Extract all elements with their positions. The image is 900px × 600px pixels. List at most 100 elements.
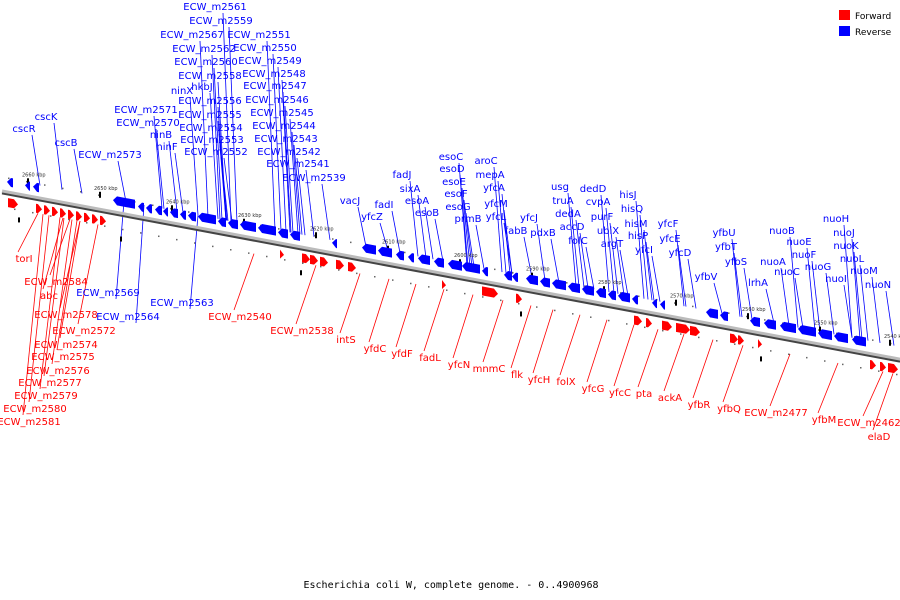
reverse-leader-line: [731, 238, 741, 317]
reverse-leader-line: [615, 236, 625, 295]
reverse-gene-glyph: [720, 311, 728, 322]
forward-gene-label-fadl: fadL: [419, 353, 441, 364]
guide-dot: [68, 218, 70, 221]
forward-gene-label-ecw-m2462: ECW_m2462: [837, 418, 900, 429]
reverse-leader-line: [379, 222, 389, 251]
reverse-gene-label-fadj: fadJ: [393, 170, 412, 181]
reverse-leader-line: [567, 192, 577, 286]
forward-gene-label-mnmc: mnmC: [473, 364, 506, 375]
reverse-leader-line: [189, 96, 199, 216]
reverse-gene-label-yfcm: yfcM: [484, 199, 508, 210]
guide-dot: [62, 187, 64, 190]
reverse-gene-label-csck: cscK: [35, 112, 58, 123]
guide-dot: [158, 235, 160, 238]
reverse-leader-line: [115, 201, 125, 300]
forward-gene-glyph: [310, 254, 318, 265]
reverse-leader-line: [223, 157, 233, 222]
reverse-gene-label-ecw-m2555: ECW_m2555: [178, 110, 241, 121]
legend-reverse-swatch: [839, 26, 850, 36]
reverse-gene-glyph: [608, 290, 616, 301]
reverse-gene-label-hisj: hisJ: [619, 190, 636, 201]
forward-leader-line: [56, 220, 78, 351]
forward-gene-label-flk: flk: [511, 370, 523, 381]
reverse-leader-line: [277, 66, 287, 232]
reverse-leader-line: [497, 180, 507, 273]
guide-dot: [212, 245, 214, 248]
feature-marker: [120, 236, 122, 242]
reverse-gene-label-ninx: ninX: [171, 86, 193, 97]
reverse-leader-line: [117, 160, 127, 202]
reverse-leader-line: [135, 205, 145, 324]
guide-dot: [98, 194, 100, 196]
reverse-leader-line: [213, 67, 223, 220]
forward-gene-glyph: [302, 253, 310, 264]
guide-dot: [170, 207, 172, 210]
guide-dot: [518, 302, 520, 305]
forward-gene-label-pta: pta: [636, 389, 652, 400]
reverse-gene-label-yfci: yfcI: [635, 245, 653, 256]
label-leader-lines: [17, 12, 895, 431]
reverse-gene-label-esog: esoG: [445, 202, 470, 213]
reverse-gene-label-esod: esoD: [439, 164, 464, 175]
guide-dot: [638, 295, 640, 298]
forward-gene-glyph: [646, 317, 652, 328]
guide-dot: [620, 292, 622, 294]
reverse-leader-line: [493, 166, 503, 273]
forward-gene-glyph: [52, 206, 58, 217]
reverse-leader-line: [765, 288, 775, 324]
reverse-gene-glyph: [512, 272, 518, 283]
guide-dot: [896, 373, 898, 376]
forward-leader-line: [233, 253, 255, 311]
reverse-gene-glyph: [618, 291, 630, 303]
reverse-gene-label-usg: usg: [551, 182, 569, 193]
reverse-leader-line: [219, 145, 229, 221]
reverse-gene-label-purf: purF: [591, 212, 614, 223]
reverse-gene-label-nuoa: nuoA: [760, 257, 786, 268]
guide-dot: [716, 340, 718, 342]
forward-gene-glyph: [676, 322, 690, 334]
reverse-gene-label-ecw-m2560: ECW_m2560: [174, 57, 237, 68]
reverse-leader-line: [357, 206, 367, 247]
guide-dot: [674, 302, 676, 304]
axis-ticks: 2660 kbp 2650 kbp 2640 kbp 2630 kbp 2620 kbp…: [22, 172, 900, 346]
axis-tick-mark: [99, 191, 101, 198]
forward-gene-label-ecw-m2574: ECW_m2574: [34, 340, 97, 351]
reverse-gene-label-nuob: nuoB: [769, 226, 795, 237]
forward-gene-glyph: [690, 325, 700, 336]
forward-leader-line: [395, 283, 417, 348]
reverse-gene-glyph: [396, 250, 404, 261]
legend-reverse-label: Reverse: [855, 28, 892, 38]
forward-gene-label-acka: ackA: [658, 393, 682, 404]
reverse-gene-label-vacj: vacJ: [340, 196, 361, 207]
forward-gene-glyph: [60, 208, 66, 218]
reverse-gene-label-ecw-m2562: ECW_m2562: [172, 44, 235, 55]
reverse-gene-glyph: [228, 219, 238, 230]
forward-gene-label-ecw-m2577: ECW_m2577: [18, 378, 81, 389]
reverse-leader-line: [871, 276, 881, 343]
reverse-leader-line: [743, 267, 753, 319]
reverse-gene-label-nuoc: nuoC: [774, 267, 800, 278]
reverse-leader-line: [677, 244, 687, 307]
axis-tick-label: 2590 kbp: [526, 267, 550, 273]
reverse-leader-line: [885, 290, 895, 346]
forward-gene-label-yfcc: yfcC: [609, 388, 631, 399]
forward-gene-label-ecw-m2575: ECW_m2575: [31, 352, 94, 363]
reverse-gene-glyph: [568, 282, 580, 294]
reverse-leader-line: [635, 200, 645, 299]
guide-dot: [662, 329, 664, 332]
forward-leader-line: [482, 300, 504, 363]
reverse-leader-line: [789, 236, 799, 328]
forward-gene-glyph: [8, 198, 18, 209]
reverse-gene-label-esoe: esoE: [442, 177, 466, 188]
guide-dot: [350, 241, 352, 244]
forward-gene-label-elad: elaD: [868, 432, 891, 443]
guide-dot: [590, 316, 592, 318]
reverse-leader-line: [811, 260, 821, 332]
reverse-gene-label-ecw-m2573: ECW_m2573: [78, 150, 141, 161]
guide-dot: [806, 356, 808, 359]
guide-dot: [818, 329, 820, 331]
forward-gene-glyph: [320, 256, 328, 267]
axis-tick-label: 2630 kbp: [238, 213, 262, 219]
guide-dot: [764, 319, 766, 321]
